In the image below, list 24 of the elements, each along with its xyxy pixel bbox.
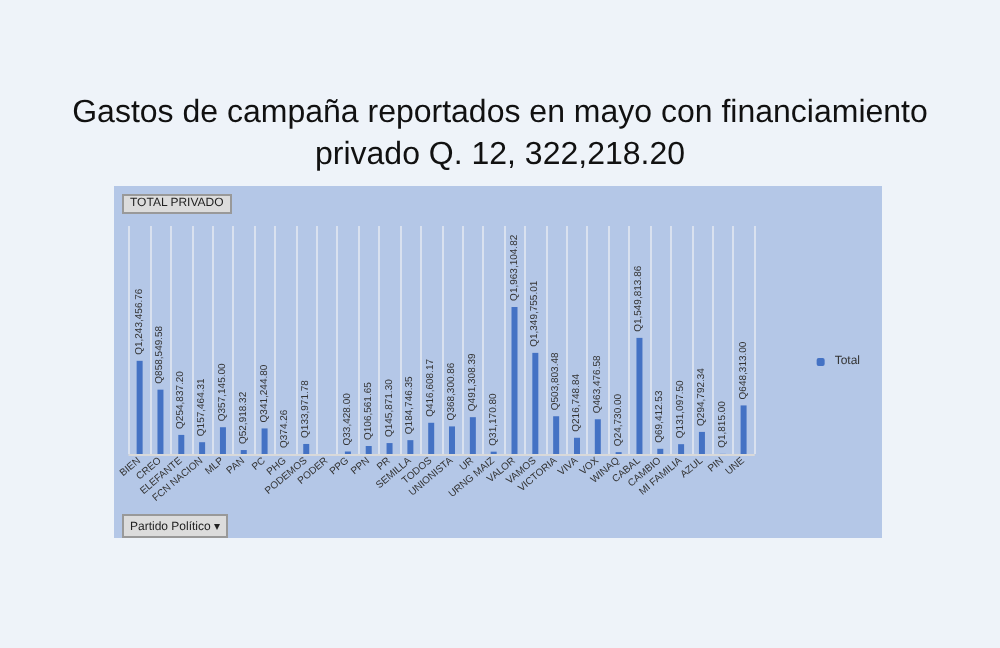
bar bbox=[303, 443, 310, 454]
bar bbox=[657, 448, 664, 454]
bar bbox=[636, 337, 643, 454]
bar bbox=[178, 434, 185, 454]
bar bbox=[698, 431, 705, 454]
chart-title: Gastos de campaña reportados en mayo con financiamiento privado Q. 12, 322,218.20 bbox=[70, 94, 930, 176]
bar bbox=[553, 416, 560, 454]
bar bbox=[532, 352, 539, 454]
bar bbox=[136, 360, 143, 454]
bar bbox=[740, 405, 747, 454]
bar bbox=[573, 437, 580, 454]
bar bbox=[428, 422, 435, 454]
bar bbox=[365, 446, 372, 454]
bar bbox=[219, 427, 226, 454]
bar bbox=[199, 442, 206, 454]
bar bbox=[407, 440, 414, 454]
bar bbox=[261, 428, 268, 454]
bar bbox=[469, 417, 476, 454]
bar bbox=[594, 419, 601, 454]
bar bbox=[678, 444, 685, 454]
bar bbox=[386, 443, 393, 454]
bar bbox=[511, 306, 518, 454]
bar bbox=[449, 426, 456, 454]
bar bbox=[157, 389, 164, 454]
